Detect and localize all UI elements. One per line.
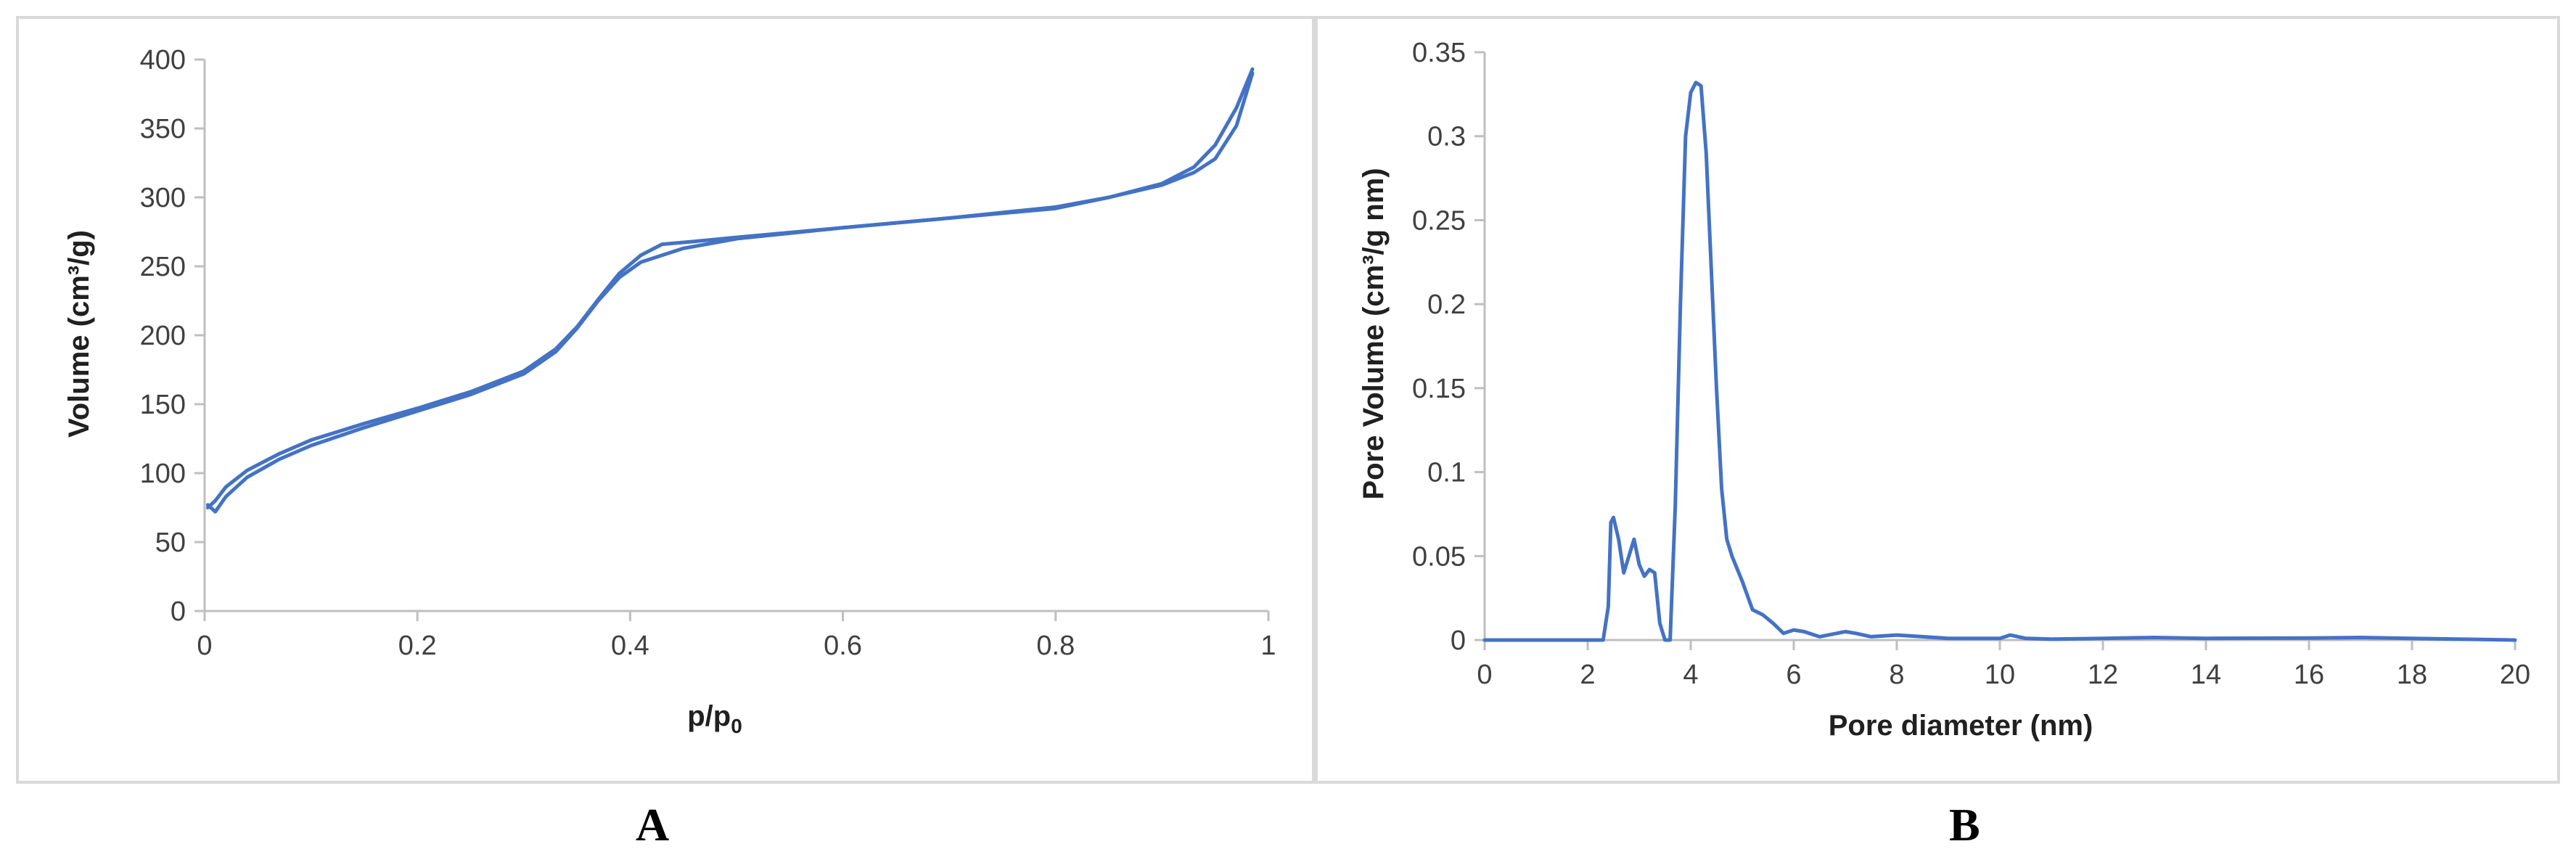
chartA-x-tick-label: 0.2	[398, 631, 437, 661]
chartB-y-tick-label: 0	[1451, 626, 1466, 656]
chartA-y-tick-label: 0	[171, 597, 186, 627]
chartB-y-tick-label: 0.2	[1427, 290, 1466, 320]
chartA-y-tick-label: 50	[155, 528, 186, 558]
chartA-x-tick-label: 0.4	[611, 631, 649, 661]
chartB-y-tick-label: 0.05	[1412, 541, 1466, 572]
panel-label-b: B	[1949, 799, 1980, 850]
chart-a-x-axis-label: p/p0	[687, 700, 742, 737]
panel-label-a: A	[636, 799, 670, 850]
chartB-x-tick-label: 2	[1580, 660, 1595, 690]
chart-a-x-axis-label-main: p/p	[687, 700, 731, 732]
chartB-series-line-0	[1482, 81, 2517, 642]
chartB-x-tick-label: 18	[2397, 660, 2427, 690]
chart-a-y-axis-label: Volume (cm³/g)	[63, 230, 95, 438]
chart-b-frame	[1315, 16, 2560, 784]
chartB-x-tick-label: 16	[2294, 660, 2324, 690]
chartB-y-tick-label: 0.35	[1412, 38, 1466, 68]
chartA-y-tick-label: 250	[140, 252, 186, 282]
chart-a-frame	[16, 16, 1315, 784]
chartB-y-tick-label: 0.1	[1427, 458, 1466, 488]
chartB-y-tick-label: 0.15	[1412, 374, 1466, 404]
chartA-y-tick-label: 200	[140, 321, 186, 351]
chartA-x-tick-label: 0.8	[1036, 631, 1075, 661]
chartA-y-tick-label: 350	[140, 114, 186, 144]
chartA-x-tick-label: 0.6	[824, 631, 862, 661]
chartA-y-tick-label: 150	[140, 390, 186, 420]
chartA-x-tick-label: 0	[197, 631, 212, 661]
chartB-x-tick-label: 4	[1683, 660, 1698, 690]
chart-b-y-axis-label: Pore Volume (cm³/g nm)	[1358, 168, 1390, 499]
chartA-x-tick-label: 1	[1260, 631, 1276, 661]
chartB-x-tick-label: 8	[1889, 660, 1904, 690]
chartA-y-tick-label: 300	[140, 183, 186, 213]
chartB-x-tick-label: 14	[2191, 660, 2221, 690]
chartA-y-tick-label: 400	[140, 45, 186, 75]
chartB-x-tick-label: 20	[2500, 660, 2530, 690]
chartB-x-tick-label: 10	[1985, 660, 2015, 690]
chartB-y-tick-label: 0.25	[1412, 205, 1466, 236]
chartB-x-tick-label: 12	[2088, 660, 2118, 690]
chartB-x-tick-label: 6	[1786, 660, 1801, 690]
chart-b-x-axis-label: Pore diameter (nm)	[1829, 710, 2093, 742]
chartA-series-line-1	[205, 67, 1255, 509]
chartA-y-tick-label: 100	[140, 459, 186, 489]
chartB-y-tick-label: 0.3	[1427, 122, 1466, 152]
chartB-x-tick-label: 0	[1477, 660, 1492, 690]
chart-a-x-axis-label-subscript: 0	[731, 715, 742, 737]
